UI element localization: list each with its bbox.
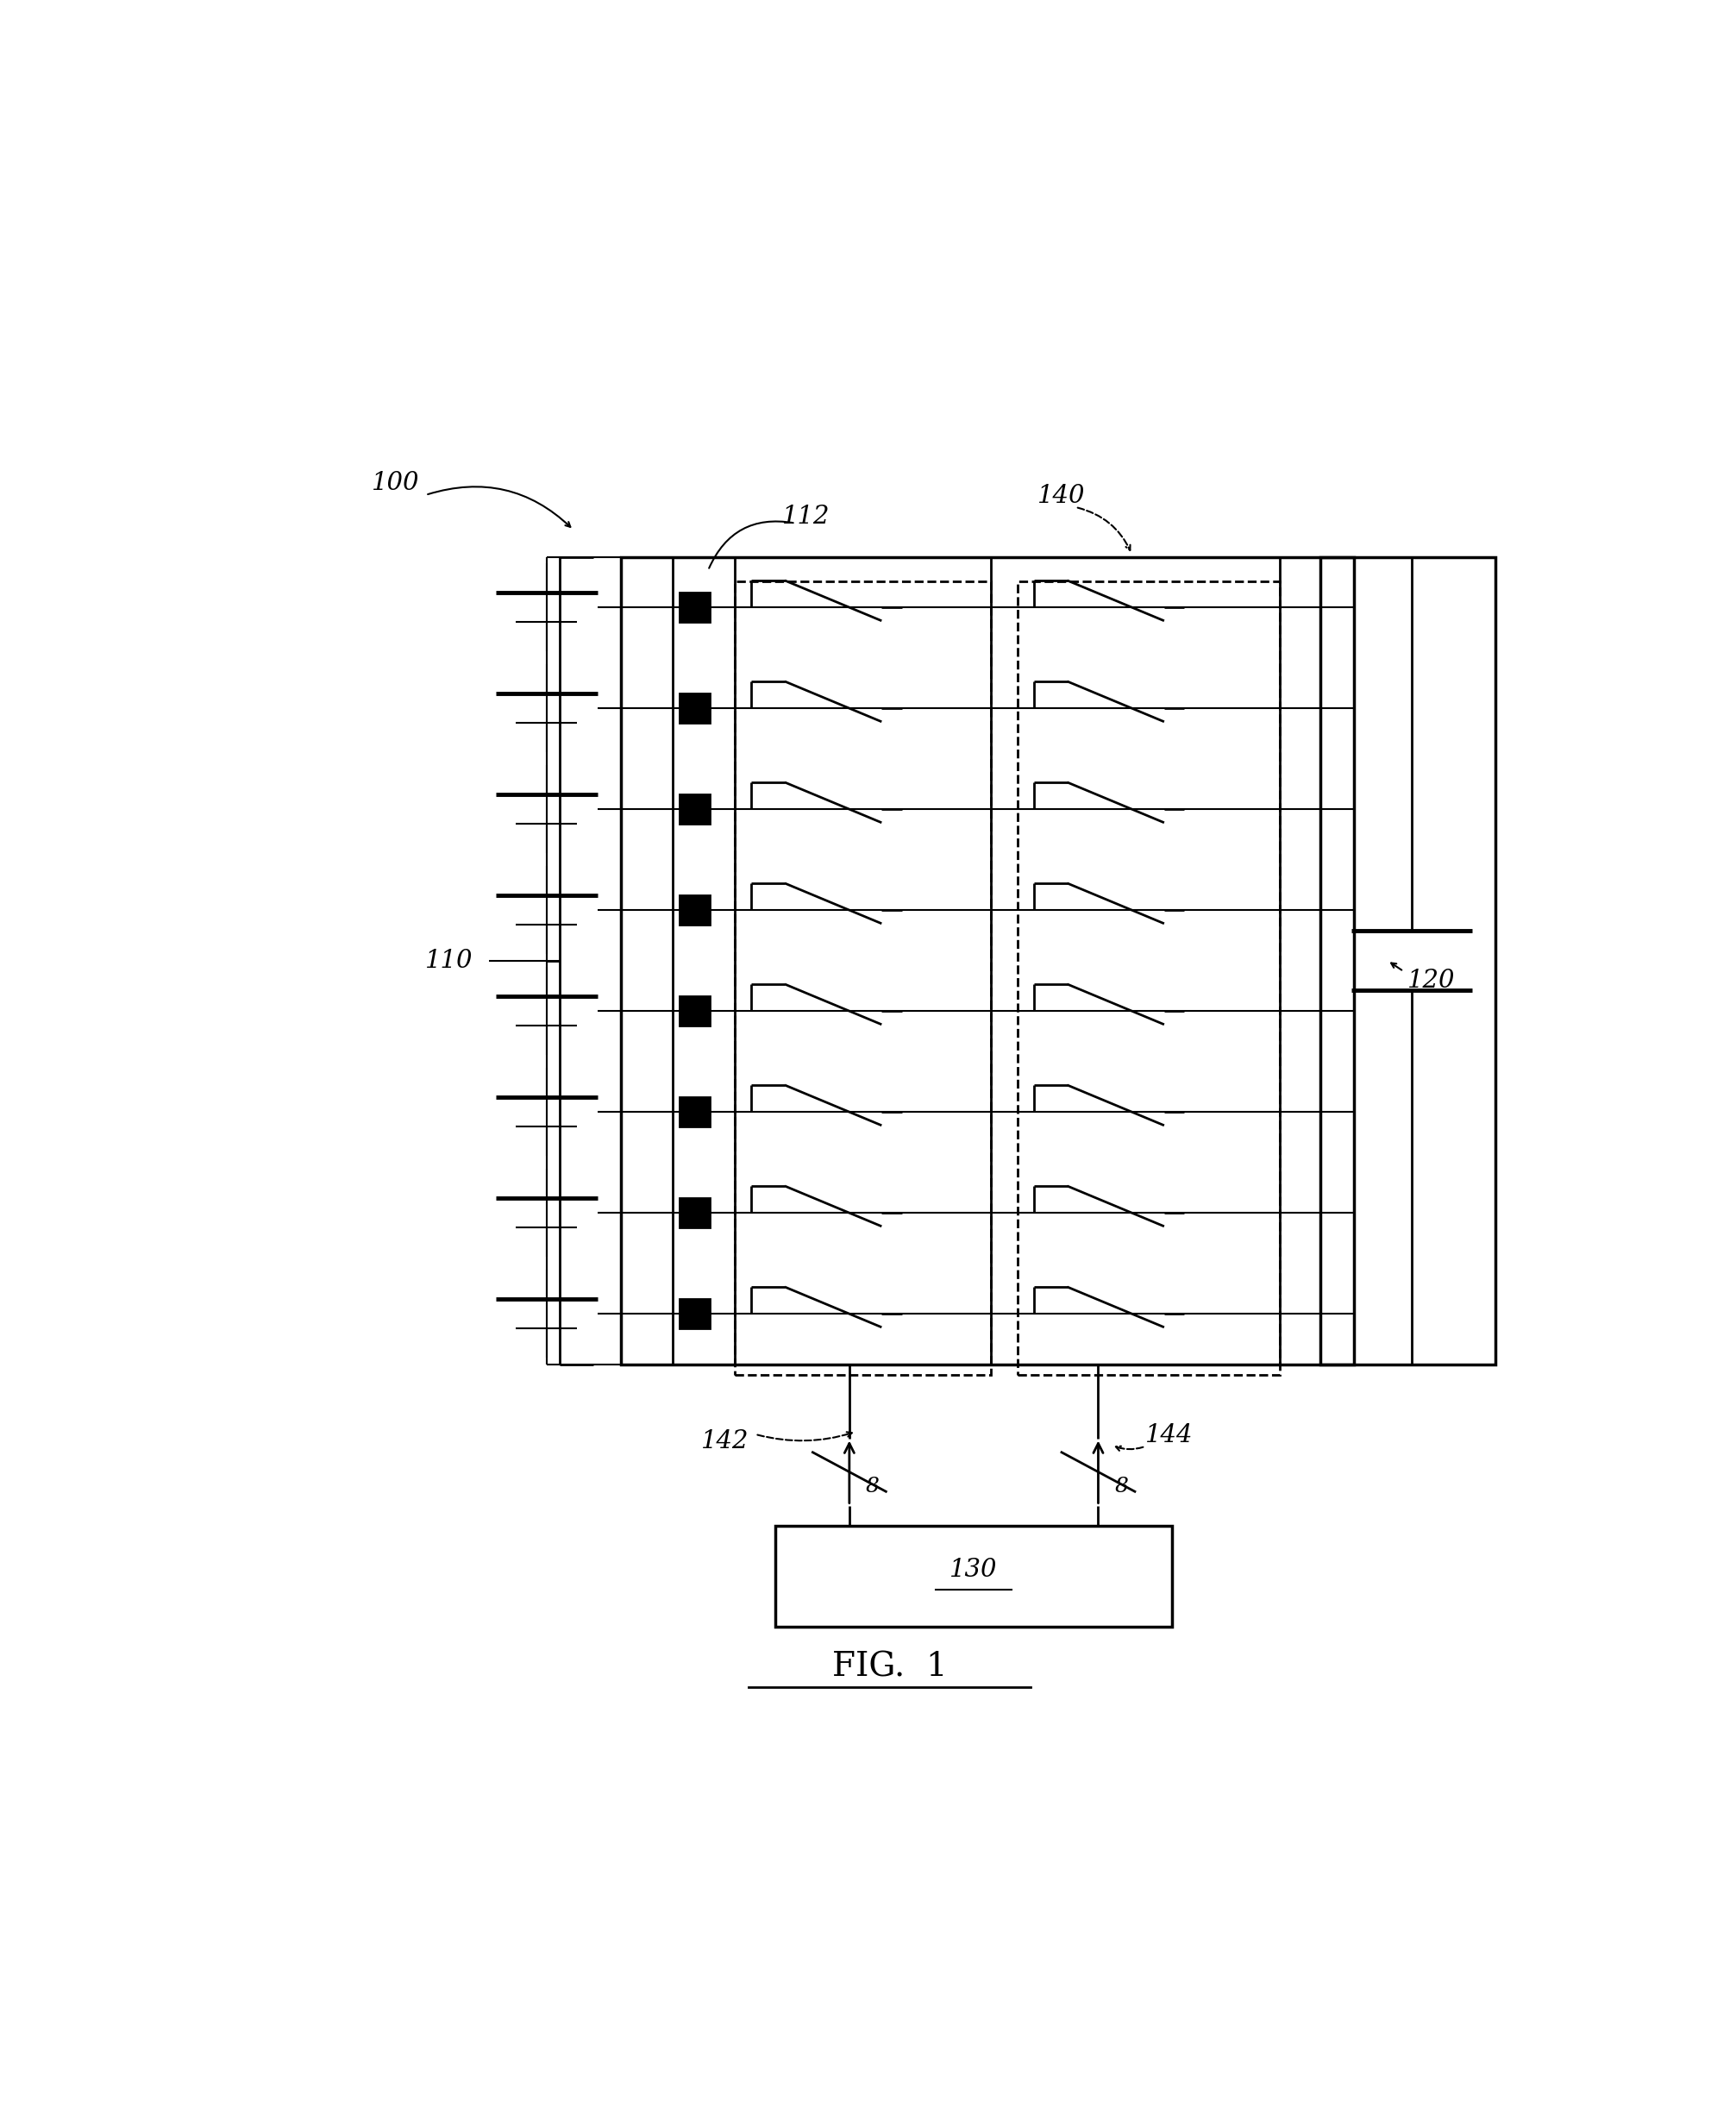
Text: 100: 100	[372, 471, 420, 494]
Text: 112: 112	[781, 504, 830, 528]
Bar	[681, 996, 710, 1026]
Bar	[681, 895, 710, 925]
Bar	[734, 580, 991, 1375]
Bar	[681, 593, 710, 622]
Bar	[1017, 580, 1279, 1375]
Bar	[776, 1526, 1172, 1627]
Bar	[681, 795, 710, 824]
Bar	[681, 1198, 710, 1228]
Text: 8: 8	[866, 1476, 878, 1497]
Bar	[681, 1299, 710, 1328]
Text: FIG.  1: FIG. 1	[832, 1652, 948, 1684]
Text: 8: 8	[1115, 1476, 1128, 1497]
Bar	[621, 557, 1354, 1364]
Bar	[681, 694, 710, 723]
Text: 120: 120	[1408, 969, 1455, 992]
Text: 110: 110	[425, 948, 474, 973]
Text: 130: 130	[950, 1558, 998, 1581]
Bar	[1321, 557, 1495, 1364]
Text: 140: 140	[1038, 483, 1085, 509]
Text: 144: 144	[1146, 1423, 1193, 1448]
Bar	[681, 1097, 710, 1127]
Text: 142: 142	[701, 1429, 750, 1452]
